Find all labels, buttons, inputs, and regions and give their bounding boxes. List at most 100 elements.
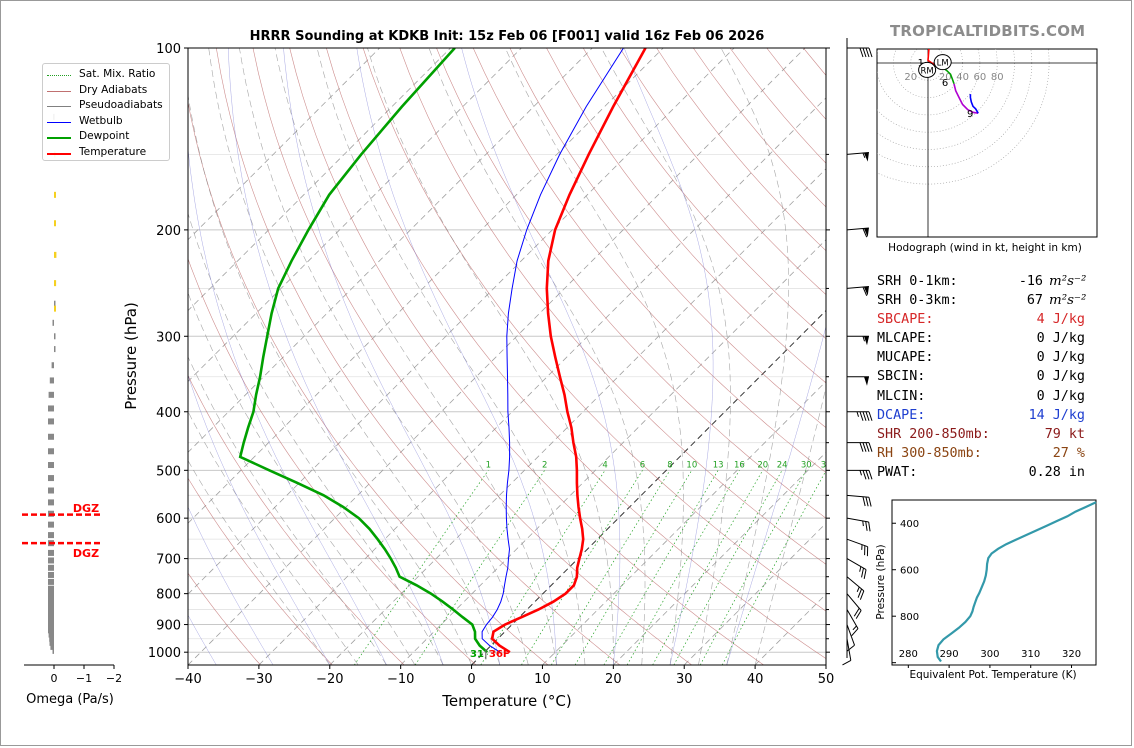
wind-barb	[846, 494, 872, 507]
wind-barb	[846, 593, 862, 619]
skewt-frame	[187, 47, 827, 666]
theta-e-frame	[891, 499, 1097, 666]
theta-e-xlabel: Equivalent Pot. Temperature (K)	[909, 669, 1076, 681]
mix-ratio-label: 2	[542, 460, 547, 470]
omega-bar	[48, 532, 54, 539]
hodograph-segment	[969, 94, 979, 114]
wind-barb-full	[868, 521, 871, 532]
theta-e-ytick-label: 400	[900, 519, 919, 530]
dry-adiabat	[472, 48, 826, 474]
omega-bar	[54, 333, 56, 340]
omega-bar	[50, 643, 54, 650]
dry-adiabat	[188, 572, 261, 665]
stat-label: MLCIN:	[877, 388, 926, 404]
mix-ratio-line	[574, 470, 693, 665]
mix-ratio-label: 10	[686, 460, 697, 470]
stat-label: MUCAPE:	[877, 350, 934, 366]
sounding-stats: SRH 0-1km: -16 m²s⁻² SRH 0-3km: 67 m²s⁻² SBC…	[877, 272, 1107, 482]
hodograph-ring-label: 80	[991, 72, 1004, 83]
dry-adiabat	[362, 48, 826, 612]
omega-bar	[48, 618, 54, 625]
dry-adiabat	[188, 477, 333, 665]
omega-bar	[48, 549, 54, 556]
wind-barb-full	[855, 610, 862, 619]
mix-ratio-line	[414, 470, 545, 665]
wind-barb-half	[862, 520, 864, 527]
wind-barb-full	[868, 470, 873, 480]
wetbulb-background	[356, 48, 557, 665]
theta-e-panel: 280 290 300 310 320 400 600 800	[892, 501, 1097, 668]
mix-ratio-line	[354, 470, 489, 665]
wind-barb-full	[868, 442, 873, 452]
skewt-axes: −40 −30 −20 −10 0 10 20 30 40 50 100 200 300 400 500 60…	[148, 42, 834, 687]
isotherm-0	[471, 309, 826, 665]
wind-barb-full	[865, 442, 870, 452]
stat-value: 27 %	[1052, 445, 1085, 461]
wind-barb-half	[859, 470, 862, 476]
wind-barb-full	[862, 470, 867, 480]
stat-label: SBCIN:	[877, 369, 926, 385]
wind-barb	[847, 376, 869, 386]
wind-barb-shaft	[846, 638, 852, 661]
dry-adiabat	[326, 48, 826, 659]
surface-temperature-f: 36F	[489, 649, 510, 660]
mix-ratio-label: 36	[821, 460, 832, 470]
stat-row: DCAPE: 14 J/kg	[877, 406, 1107, 425]
theta-e-ytick-label: 600	[900, 566, 919, 577]
pseudoadiabat	[274, 48, 557, 665]
stat-value: 4 J/kg	[1036, 312, 1085, 328]
stat-value: 0 J/kg	[1036, 369, 1085, 385]
wetbulb-line	[481, 48, 624, 653]
chart-title: HRRR Sounding at KDKB Init: 15z Feb 06 […	[250, 29, 765, 44]
dry-adiabat	[509, 48, 826, 428]
mix-ratio-label: 4	[602, 460, 607, 470]
wind-barb-flag	[863, 227, 869, 238]
wind-barb	[846, 609, 859, 637]
legend-label: Temperature	[79, 146, 147, 158]
legend-swatch	[47, 90, 71, 92]
wind-barb-full	[862, 286, 868, 296]
wind-barb-full	[864, 545, 866, 556]
theta-e-xtick-label: 290	[940, 649, 959, 660]
pseudoadiabat	[601, 48, 731, 665]
wind-barb-full	[851, 628, 859, 637]
storm-motion-marker	[933, 54, 952, 71]
omega-bar	[48, 631, 54, 638]
wind-barbs	[842, 47, 873, 666]
omega-bar	[48, 418, 54, 425]
wind-barb-full	[853, 607, 860, 617]
wind-barb	[847, 469, 873, 480]
wind-barb-flag	[863, 152, 869, 162]
mix-ratio-line	[652, 470, 764, 665]
wind-barb-shaft	[846, 494, 869, 498]
skewt-ylabel: Pressure (hPa)	[122, 302, 140, 410]
dry-adiabat	[188, 100, 549, 665]
brand-watermark: TROPICALTIDBITS.COM	[890, 22, 1086, 40]
skewt-ytick-label: 1000	[148, 646, 181, 661]
omega-bar	[48, 564, 54, 571]
wind-barb	[847, 442, 873, 452]
omega-bar	[48, 627, 54, 634]
storm-motion-marker	[918, 61, 937, 78]
wetbulb-background	[188, 614, 217, 665]
wind-barb	[846, 517, 871, 532]
stat-value: 67 m²s⁻²	[1027, 291, 1087, 310]
omega-bar	[48, 623, 54, 630]
isotherm--20	[329, 168, 826, 665]
dgz-label-bottom: DGZ	[73, 547, 99, 560]
wind-barb-full	[859, 590, 865, 600]
stat-label: SBCAPE:	[877, 312, 934, 328]
stat-row: SHR 200-850mb: 79 kt	[877, 425, 1107, 444]
omega-bar	[52, 647, 54, 654]
stat-row: SRH 0-1km: -16 m²s⁻²	[877, 272, 1107, 291]
stat-number: -16	[1018, 274, 1043, 289]
omega-bar	[48, 590, 54, 597]
wetbulb-background	[283, 48, 501, 665]
legend-label: Dry Adiabats	[79, 83, 148, 96]
wind-barb-half	[861, 544, 863, 550]
legend-label: Sat. Mix. Ratio	[79, 68, 156, 80]
wetbulb-background	[188, 374, 331, 665]
stat-label: MLCAPE:	[877, 331, 934, 347]
stat-label: RH 300-850mb:	[877, 445, 982, 461]
